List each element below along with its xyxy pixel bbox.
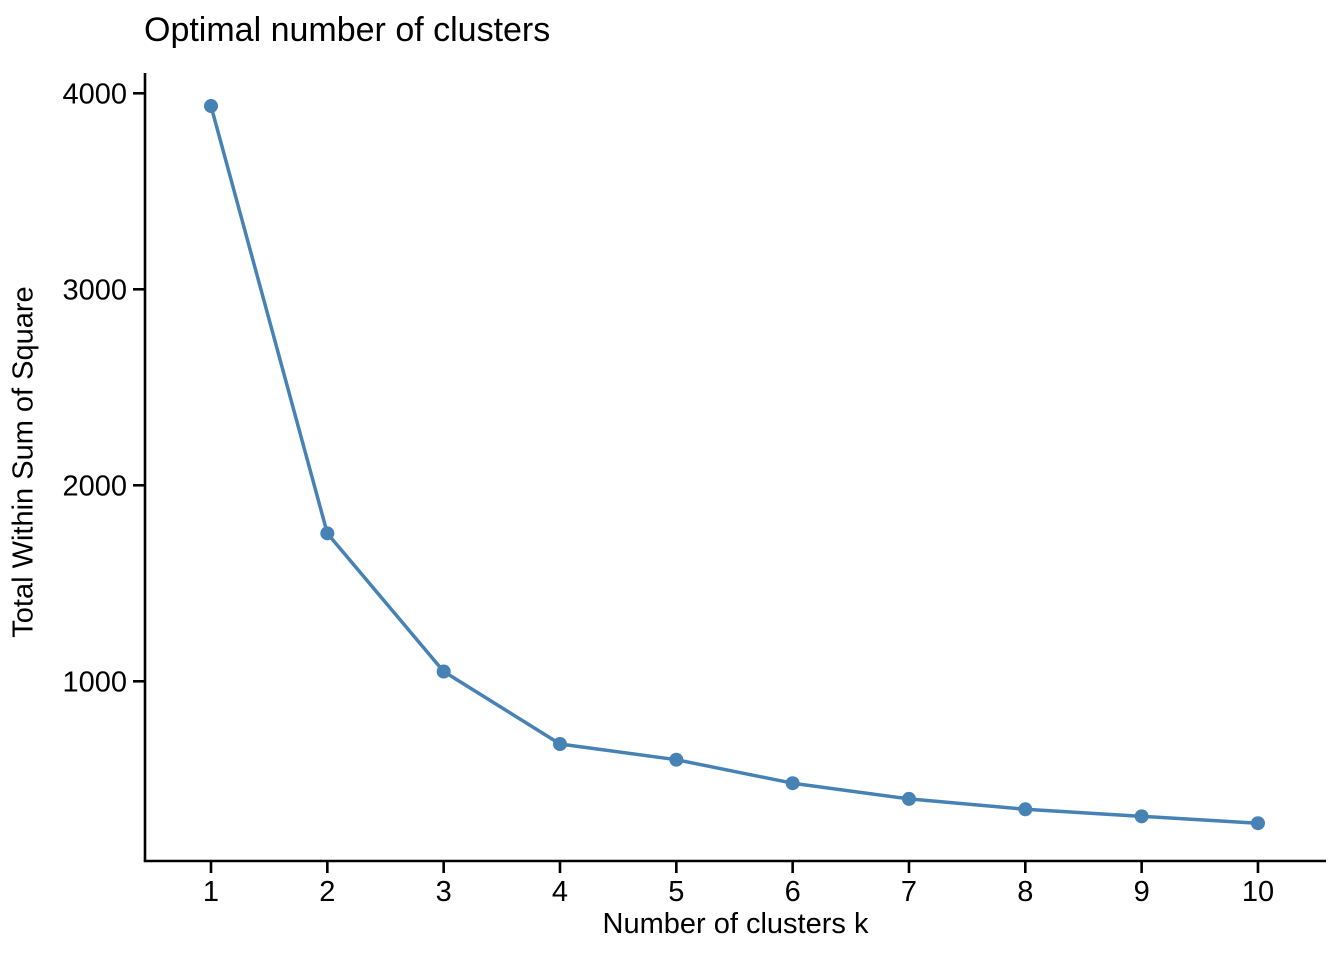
x-tick-label: 8 — [1017, 876, 1033, 908]
data-line — [209, 104, 1260, 825]
x-tick-label: 4 — [552, 876, 568, 908]
y-tick-label: 3000 — [62, 274, 127, 306]
data-point — [785, 776, 800, 791]
data-point — [1134, 809, 1149, 824]
data-point — [1018, 802, 1033, 817]
x-tick-label: 6 — [785, 876, 801, 908]
x-tick-label: 3 — [436, 876, 452, 908]
data-point — [1250, 816, 1265, 831]
y-tick-label: 4000 — [62, 78, 127, 110]
x-tick-label: 5 — [668, 876, 684, 908]
y-tick-label: 2000 — [62, 470, 127, 502]
x-axis-title: Number of clusters k — [602, 908, 869, 940]
x-tick-label: 1 — [203, 876, 219, 908]
x-tick-label: 10 — [1242, 876, 1274, 908]
chart-title: Optimal number of clusters — [144, 11, 551, 49]
x-tick-label: 2 — [319, 876, 335, 908]
x-tick-label: 9 — [1134, 876, 1150, 908]
data-point — [320, 526, 335, 541]
data-point — [436, 664, 451, 679]
data-point — [552, 737, 567, 752]
x-tick-label: 7 — [901, 876, 917, 908]
data-point — [204, 99, 218, 114]
data-point — [669, 752, 684, 767]
y-tick-label: 1000 — [62, 666, 127, 698]
data-point — [901, 791, 916, 806]
